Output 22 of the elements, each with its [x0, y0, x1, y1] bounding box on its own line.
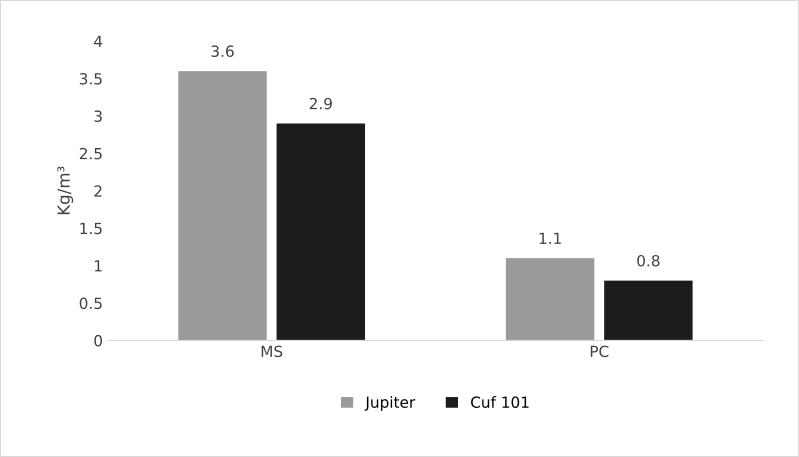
x-tick-label: MS	[262, 346, 282, 358]
y-tick-label: 4	[94, 36, 102, 47]
x-tick-label: PC	[590, 346, 608, 358]
bar	[276, 123, 366, 340]
bar	[604, 280, 693, 340]
y-tick-label: 3.5	[80, 73, 102, 85]
bar	[178, 71, 267, 340]
bar	[506, 258, 594, 340]
y-axis-title: Kg/m³	[57, 166, 74, 214]
y-tick-label: 1	[94, 260, 102, 272]
data-label: 2.9	[310, 98, 332, 110]
y-tick-label: 1.5	[80, 222, 102, 234]
y-tick-label: 2.5	[80, 148, 102, 160]
data-label: 0.8	[637, 254, 660, 267]
y-tick-label: 0.5	[80, 298, 102, 310]
data-label: 3.6	[212, 45, 234, 57]
y-tick-label: 3	[94, 110, 102, 122]
y-tick-label: 0	[94, 334, 102, 346]
data-label: 1.1	[540, 232, 561, 244]
y-tick-label: 2	[94, 185, 102, 197]
legend-label: Jupiter	[364, 396, 416, 411]
legend-label: Cuf 101	[471, 396, 529, 408]
